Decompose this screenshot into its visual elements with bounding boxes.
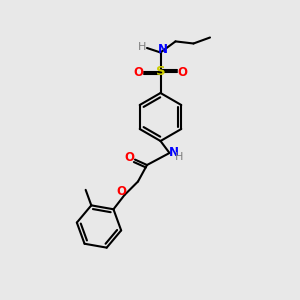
Text: O: O xyxy=(124,151,135,164)
Text: N: N xyxy=(158,43,168,56)
Text: S: S xyxy=(156,65,165,78)
Text: H: H xyxy=(175,152,184,162)
Text: O: O xyxy=(116,185,127,198)
Text: N: N xyxy=(169,146,179,160)
Text: H: H xyxy=(138,41,147,52)
Text: O: O xyxy=(134,65,144,79)
Text: O: O xyxy=(177,65,188,79)
